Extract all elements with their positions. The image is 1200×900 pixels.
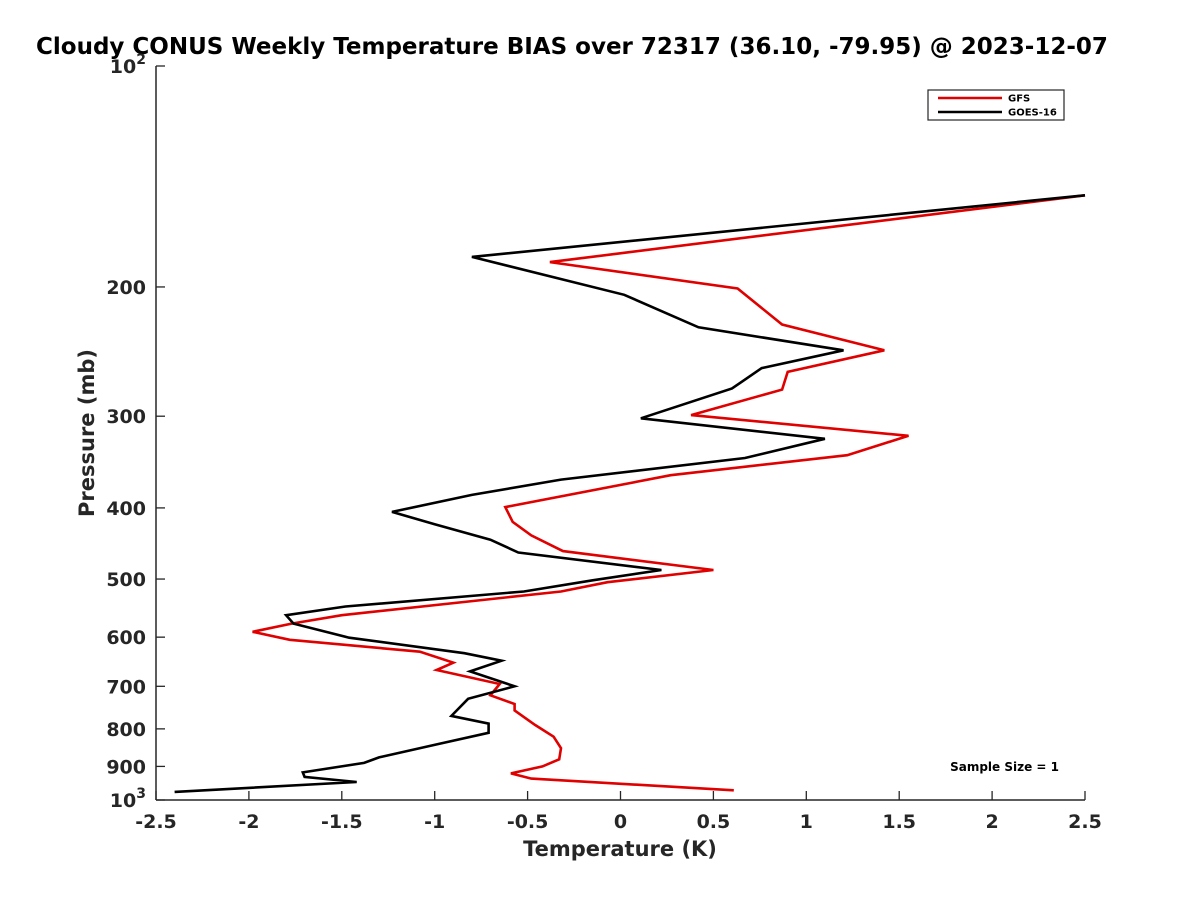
- y-tick-label: 500: [106, 569, 146, 591]
- x-tick-label: 2.5: [1068, 811, 1102, 833]
- x-tick-label: 1: [800, 811, 813, 833]
- y-tick-label: 900: [106, 756, 146, 778]
- series-line-goes-16: [174, 194, 1086, 794]
- y-tick-label: 300: [106, 406, 146, 428]
- y-axis-ticks: 200 300 400 500 600 700 800 900 102 103: [106, 52, 165, 812]
- x-tick-label: -2.5: [135, 811, 177, 833]
- x-tick-label: -1.5: [321, 811, 363, 833]
- legend: GFS GOES-16: [927, 89, 1065, 121]
- chart-title: Cloudy CONUS Weekly Temperature BIAS ove…: [36, 34, 1108, 60]
- plot-area: [156, 66, 1085, 800]
- series-line-gfs: [252, 194, 1086, 792]
- legend-label-gfs: GFS: [1008, 94, 1030, 105]
- y-decade-tick-label: 102: [110, 52, 146, 78]
- x-tick-label: 0: [614, 811, 627, 833]
- y-axis-label: Pressure (mb): [75, 349, 99, 517]
- x-axis-label: Temperature (K): [523, 837, 717, 861]
- legend-label-goes-16: GOES-16: [1008, 108, 1057, 119]
- y-decade-tick-label: 103: [110, 786, 146, 812]
- sample-size-annotation: Sample Size = 1: [950, 760, 1059, 774]
- x-tick-label: -0.5: [507, 811, 549, 833]
- y-tick-label: 600: [106, 627, 146, 649]
- x-axis-ticks: -2.5 -2 -1.5 -1 -0.5 0 0.5 1 1.5 2 2.5: [135, 791, 1102, 833]
- x-tick-label: 1.5: [882, 811, 916, 833]
- series-layer: [174, 194, 1086, 794]
- x-tick-label: 0.5: [697, 811, 731, 833]
- x-tick-label: -2: [238, 811, 259, 833]
- y-tick-label: 700: [106, 676, 146, 698]
- legend-box: [927, 89, 1065, 121]
- y-tick-label: 400: [106, 498, 146, 520]
- x-tick-label: 2: [985, 811, 998, 833]
- y-tick-label: 800: [106, 719, 146, 741]
- x-tick-label: -1: [424, 811, 445, 833]
- y-tick-label: 200: [106, 277, 146, 299]
